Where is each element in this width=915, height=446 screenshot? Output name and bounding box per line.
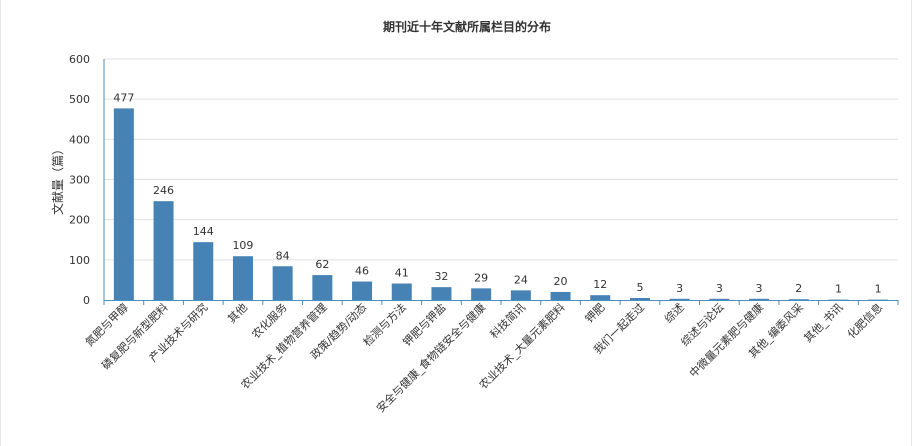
x-tick-label: 中微量元素肥与健康 [686, 300, 766, 380]
data-label: 20 [554, 275, 568, 288]
x-tick-label: 科技简讯 [487, 300, 528, 341]
bar[interactable] [391, 283, 412, 300]
bar[interactable] [590, 295, 611, 300]
y-axis-title: 文献量（篇） [50, 143, 65, 215]
x-tick-label: 化肥信息 [844, 300, 885, 341]
x-tick-label: 综述 [661, 300, 686, 325]
grid-lines [104, 58, 898, 261]
data-label: 3 [716, 282, 723, 295]
bar[interactable] [471, 288, 492, 300]
data-label: 2 [795, 282, 802, 295]
data-label: 1 [835, 283, 842, 296]
bar[interactable] [550, 291, 571, 300]
x-axis-tick-marks [103, 300, 899, 305]
data-label: 1 [875, 283, 882, 296]
bar[interactable] [352, 281, 373, 300]
bar[interactable] [510, 290, 531, 300]
data-label: 46 [355, 265, 369, 278]
y-tick-label: 200 [69, 214, 90, 227]
frame-left-border [0, 0, 1, 446]
x-tick-label: 磷复肥与新型肥料 [99, 300, 171, 372]
y-tick-label: 300 [69, 174, 90, 187]
x-tick-label: 其他_书讯 [801, 301, 845, 345]
bar[interactable] [193, 242, 214, 300]
data-label: 109 [232, 239, 253, 252]
data-label: 246 [153, 184, 174, 197]
y-tick-label: 100 [69, 254, 90, 267]
data-label: 5 [636, 281, 643, 294]
data-label: 24 [514, 273, 528, 286]
y-tick-label: 500 [69, 93, 90, 106]
data-label: 3 [676, 282, 683, 295]
data-label: 62 [315, 258, 329, 271]
data-label: 41 [395, 267, 409, 280]
bar[interactable] [629, 297, 650, 300]
bar[interactable] [232, 256, 253, 300]
bar[interactable] [153, 201, 174, 300]
data-label: 3 [756, 282, 763, 295]
bar[interactable] [431, 287, 452, 300]
y-tick-label: 400 [69, 133, 90, 146]
bar[interactable] [709, 298, 730, 300]
data-label: 477 [113, 91, 134, 104]
bar[interactable] [669, 298, 690, 300]
chart-title: 期刊近十年文献所属栏目的分布 [383, 19, 551, 34]
x-tick-label: 其他 [225, 301, 250, 326]
bar[interactable] [749, 298, 770, 300]
data-label: 84 [276, 249, 290, 262]
x-tick-label: 钾肥 [582, 300, 607, 325]
frame-right-border [911, 0, 912, 446]
y-axis-ticks: 0 100 200 300 400 500 600 [69, 53, 90, 307]
x-tick-label: 农化服务 [249, 300, 290, 341]
y-tick-label: 600 [69, 53, 90, 66]
data-label: 12 [593, 278, 607, 291]
bar[interactable] [113, 108, 134, 300]
bar[interactable] [312, 275, 333, 300]
data-label: 29 [474, 271, 488, 284]
data-label: 32 [434, 270, 448, 283]
y-tick-label: 0 [83, 294, 90, 307]
bar[interactable] [788, 299, 809, 300]
bar[interactable] [272, 266, 293, 300]
data-label: 144 [193, 225, 214, 238]
bars [113, 108, 889, 300]
